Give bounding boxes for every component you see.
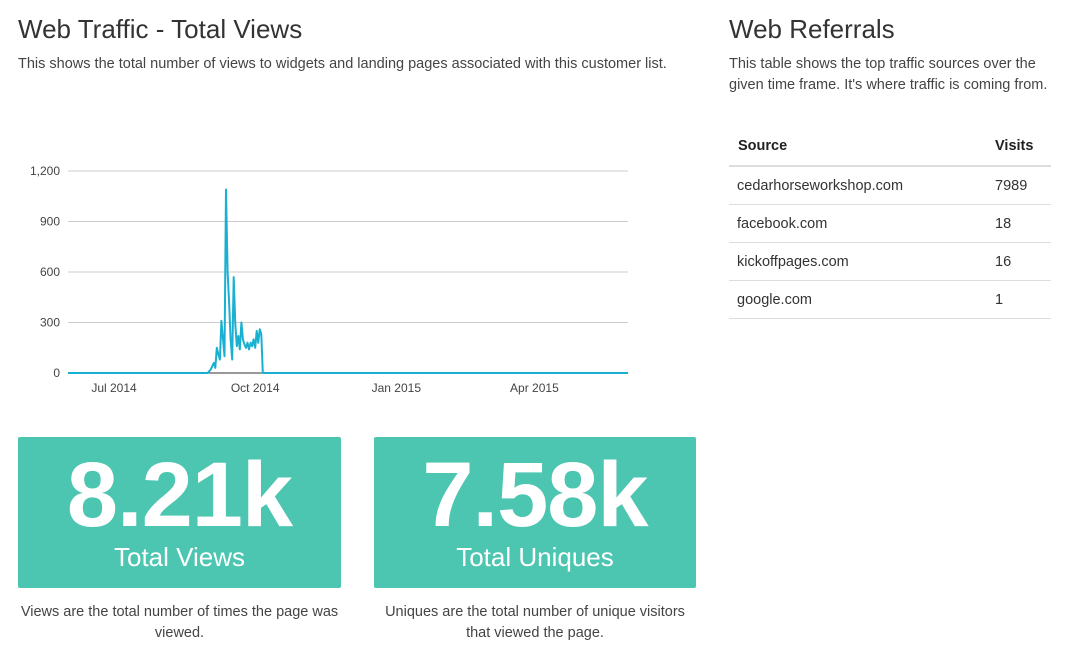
total-uniques-card: 7.58k Total Uniques [374,437,696,588]
traffic-description: This shows the total number of views to … [18,56,667,72]
y-tick-label: 0 [53,366,60,380]
table-row: google.com 1 [729,280,1051,319]
referrals-header-row: Source Visits [729,127,1051,167]
visits-cell: 7989 [995,166,1051,205]
visits-column-header: Visits [995,127,1051,167]
source-cell: cedarhorseworkshop.com [729,166,995,205]
x-tick-label: Oct 2014 [231,381,280,395]
table-row: facebook.com 18 [729,204,1051,243]
traffic-title: Web Traffic - Total Views [18,14,303,44]
x-tick-label: Jul 2014 [91,381,137,395]
visits-cell: 16 [995,242,1051,281]
x-tick-label: Jan 2015 [372,381,422,395]
x-tick-label: Apr 2015 [510,381,559,395]
traffic-line-chart: 0 300 600 900 1,200 Jul 2014 Oct 2014 Jan 2015 A… [30,164,628,395]
y-tick-label: 600 [40,265,60,279]
visits-cell: 18 [995,204,1051,243]
total-views-label: Total Views [113,542,246,572]
total-uniques-note: Uniques are the total number of unique v… [385,604,685,641]
source-cell: facebook.com [729,204,995,243]
table-row: kickoffpages.com 16 [729,242,1051,281]
total-uniques-value: 7.58k [422,444,648,546]
y-tick-label: 1,200 [30,164,60,178]
y-tick-label: 900 [40,215,60,229]
source-cell: kickoffpages.com [729,242,995,281]
visits-cell: 1 [995,280,1051,319]
referrals-description: This table shows the top traffic sources… [729,56,1048,93]
source-cell: google.com [729,280,995,319]
total-uniques-label: Total Uniques [456,542,614,572]
table-row: cedarhorseworkshop.com 7989 [729,166,1051,205]
total-views-value: 8.21k [66,444,293,546]
source-column-header: Source [729,127,995,167]
series-line-total-views [68,188,628,374]
total-views-note: Views are the total number of times the … [20,604,339,641]
total-views-card: 8.21k Total Views [18,437,341,588]
y-tick-label: 300 [40,316,60,330]
referrals-title: Web Referrals [729,14,895,44]
referrals-table: Source Visits cedarhorseworkshop.com 798… [729,127,1051,319]
